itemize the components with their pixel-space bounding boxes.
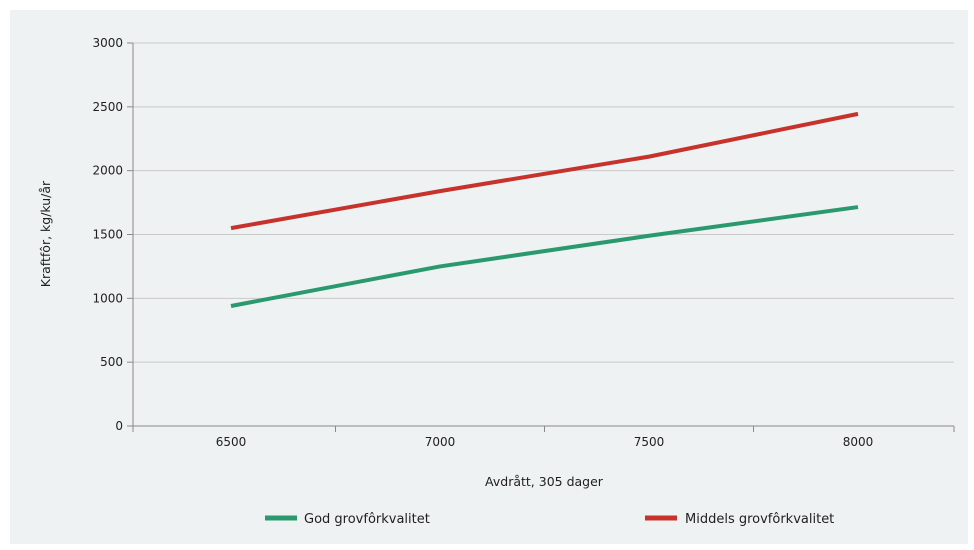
x-axis-title: Avdrått, 305 dager	[485, 474, 604, 489]
chart-panel	[10, 10, 968, 544]
legend-label-middels: Middels grovfôrkvalitet	[685, 512, 834, 527]
y-tick-label-500: 500	[100, 355, 123, 369]
series-line-1	[230, 111, 859, 231]
y-tick-label-0: 0	[115, 419, 123, 433]
y-tick-label-1000: 1000	[92, 291, 123, 305]
y-tick-label-2000: 2000	[92, 164, 123, 178]
y-tick-label-2500: 2500	[92, 100, 123, 114]
legend-label-god: God grovfôrkvalitet	[304, 512, 430, 527]
series-line-0	[230, 205, 859, 308]
y-tick-label-3000: 3000	[92, 36, 123, 50]
legend: God grovfôrkvalitet Middels grovfôrkvali…	[265, 512, 834, 527]
y-tick-label-1500: 1500	[92, 228, 123, 242]
y-axis-title: Kraftfôr, kg/ku/år	[38, 180, 53, 287]
axes	[127, 42, 955, 432]
x-tick-label-7500: 7500	[634, 435, 665, 449]
x-tick-labels: 6500 7000 7500 8000	[216, 435, 874, 449]
x-tick-label-7000: 7000	[425, 435, 456, 449]
y-tick-labels: 0 500 1000 1500 2000 2500 3000	[92, 36, 123, 433]
series-lines	[230, 111, 859, 308]
x-tick-label-8000: 8000	[843, 435, 874, 449]
x-tick-label-6500: 6500	[216, 435, 247, 449]
gridlines	[133, 42, 954, 363]
